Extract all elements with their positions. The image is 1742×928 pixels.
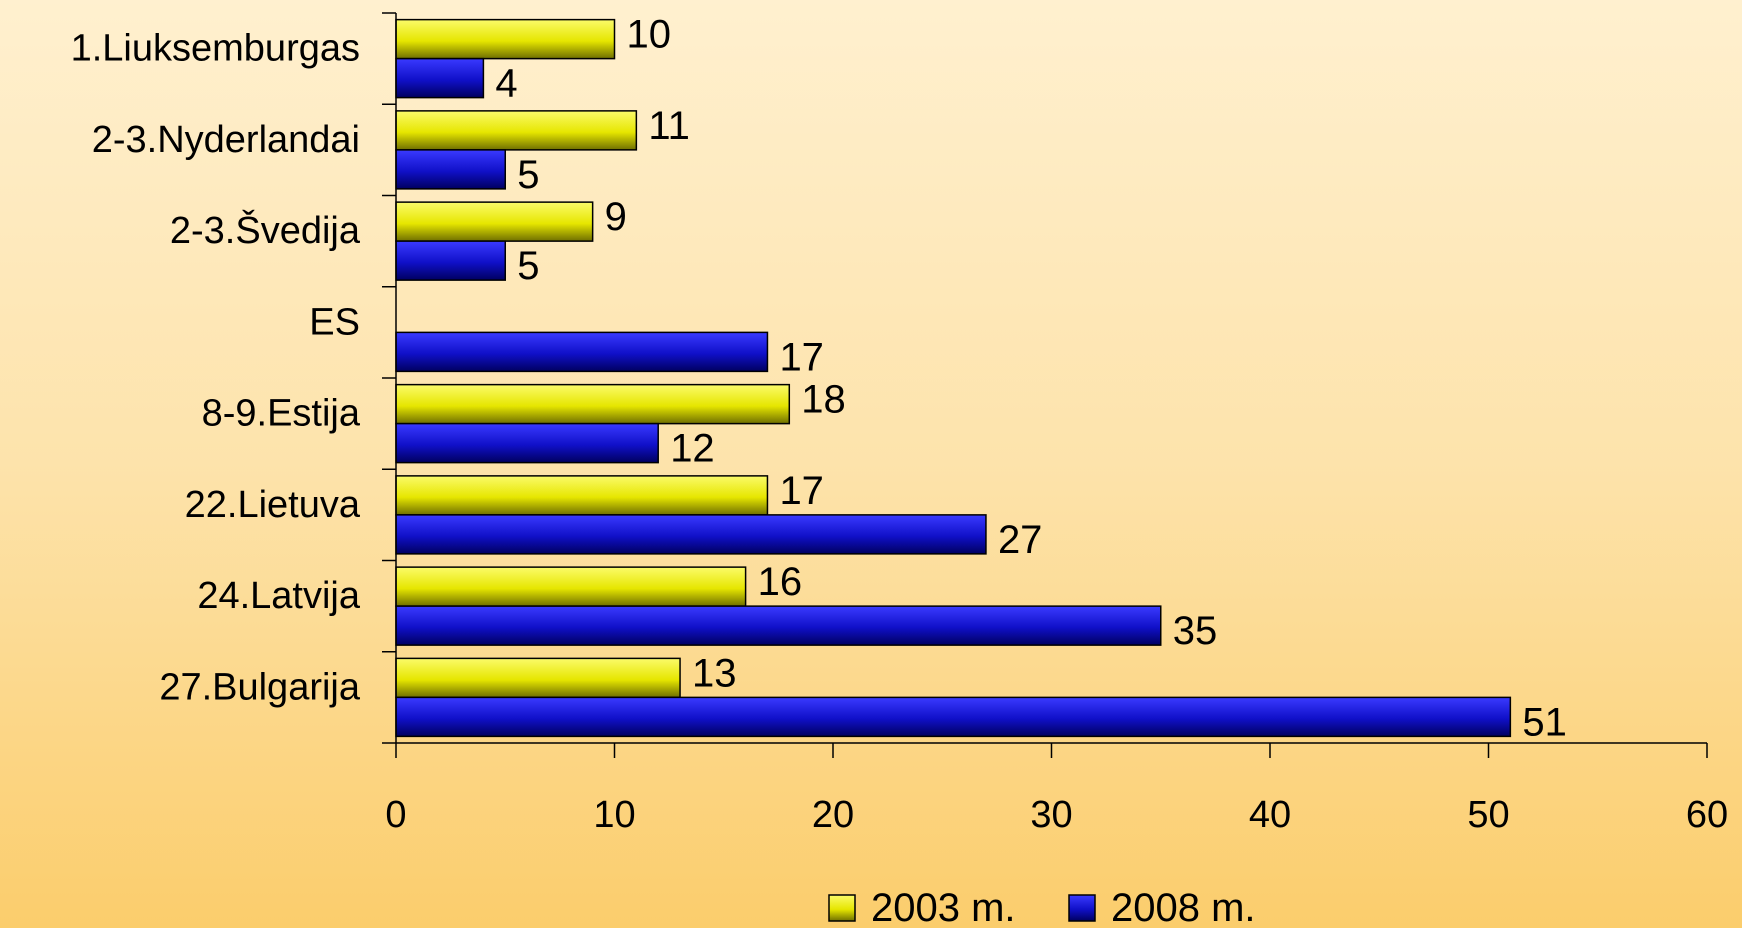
bar-2003	[395, 657, 681, 699]
data-label: 5	[517, 244, 539, 288]
data-label: 27	[998, 518, 1042, 562]
bar-2003	[395, 110, 638, 151]
bar-2003	[395, 566, 747, 607]
data-label: 12	[670, 427, 715, 471]
x-tick-label: 30	[1030, 794, 1072, 836]
bar-2003	[395, 475, 769, 516]
legend-swatch	[828, 894, 856, 922]
category-label: 24.Latvija	[197, 575, 361, 617]
bar-2008	[395, 422, 659, 464]
legend-swatch	[1068, 894, 1096, 922]
category-label: 2-3.Švedija	[170, 208, 361, 252]
data-label: 5	[517, 153, 539, 197]
data-label: 11	[648, 104, 690, 148]
data-label: 16	[758, 560, 803, 604]
data-label: 35	[1173, 609, 1218, 653]
x-tick-label: 20	[812, 794, 854, 836]
data-label: 17	[779, 335, 824, 379]
category-label: 22.Lietuva	[185, 484, 361, 526]
category-label: 1.Liuksemburgas	[71, 28, 360, 70]
category-labels: 1.Liuksemburgas 2-3.Nyderlandai 2-3.Švedij…	[71, 28, 361, 709]
x-tick-label: 0	[385, 794, 406, 836]
x-tick-label: 10	[593, 794, 635, 836]
bar-2008	[395, 331, 769, 373]
bar-2008	[395, 57, 485, 99]
data-label: 4	[495, 62, 517, 106]
data-label: 10	[627, 13, 672, 57]
category-label: ES	[309, 301, 360, 343]
category-label: 2-3.Nyderlandai	[92, 119, 360, 161]
bar-2003	[395, 201, 594, 242]
category-label: 8-9.Estija	[202, 393, 361, 435]
legend-label: 2003 m.	[871, 886, 1016, 928]
bar-2008	[395, 605, 1162, 646]
legend: 2003 m. 2008 m.	[828, 886, 1256, 928]
data-label: 51	[1522, 700, 1567, 744]
bar-2008	[395, 240, 506, 281]
category-label: 27.Bulgarija	[159, 666, 361, 708]
data-label: 13	[692, 651, 737, 695]
bar-2008	[395, 149, 506, 190]
x-tick-label: 60	[1686, 794, 1728, 836]
bars	[395, 18, 1512, 738]
axes: 0 10 20 30 40 50 60	[382, 12, 1728, 836]
x-tick-label: 50	[1467, 794, 1509, 836]
data-label: 18	[801, 378, 846, 422]
bar-2008	[395, 696, 1512, 738]
bar-2003	[395, 383, 791, 425]
x-tick-label: 40	[1249, 794, 1291, 836]
legend-label: 2008 m.	[1111, 886, 1256, 928]
bar-2003	[395, 18, 616, 60]
bar-2008	[395, 514, 987, 555]
data-label: 9	[605, 195, 627, 239]
data-label: 17	[779, 469, 824, 513]
